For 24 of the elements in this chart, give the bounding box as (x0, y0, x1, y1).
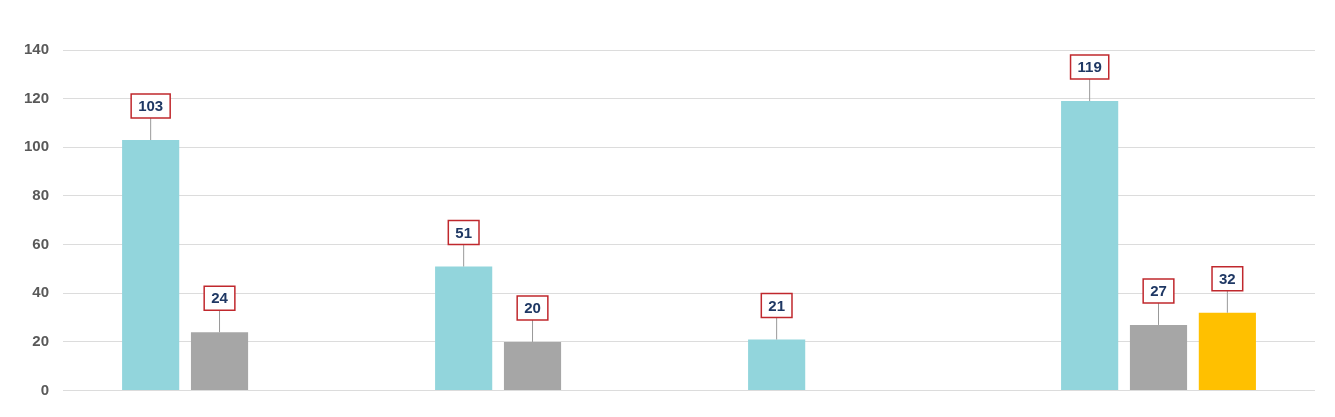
bar (503, 341, 562, 391)
bar (1198, 312, 1256, 391)
y-tick-label: 20 (32, 332, 50, 350)
y-tick-label: 60 (32, 234, 50, 252)
data-label: 20 (524, 299, 541, 317)
y-tick-label: 80 (32, 186, 50, 204)
bar (1061, 101, 1119, 391)
y-tick-label: 120 (24, 88, 50, 106)
data-label: 51 (455, 223, 472, 241)
data-label: 119 (1077, 58, 1102, 76)
bar (435, 266, 493, 391)
data-label: 32 (1219, 269, 1236, 287)
y-tick-label: 40 (32, 283, 50, 301)
y-tick-label: 0 (40, 380, 50, 398)
bar (1129, 324, 1188, 391)
bar (748, 339, 806, 391)
y-tick-label: 140 (24, 40, 50, 58)
y-tick-label: 100 (24, 137, 50, 155)
bar (190, 332, 249, 391)
data-label: 24 (211, 289, 229, 307)
data-label: 103 (138, 97, 164, 115)
data-label: 21 (768, 296, 785, 314)
data-label: 27 (1150, 282, 1167, 300)
bar (122, 140, 180, 391)
